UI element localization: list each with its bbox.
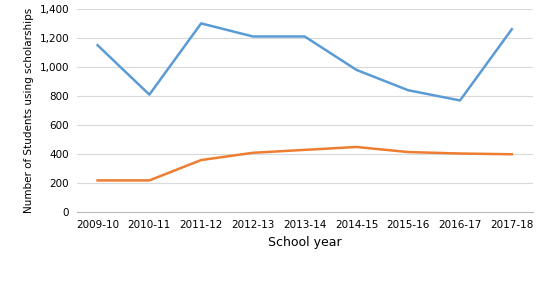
Grades K-8 — [457, 99, 463, 102]
Line: Grades 9-12: Grades 9-12 — [98, 147, 512, 181]
Grades 9-12 — [301, 148, 308, 152]
Grades K-8 — [146, 93, 153, 96]
Y-axis label: Number of Students using scholarships: Number of Students using scholarships — [24, 8, 34, 213]
Grades 9-12 — [198, 158, 204, 162]
Grades K-8 — [508, 27, 515, 31]
Grades K-8 — [353, 68, 360, 72]
Grades 9-12 — [508, 153, 515, 156]
Grades K-8 — [250, 35, 256, 38]
Grades 9-12 — [146, 179, 153, 182]
Grades K-8 — [198, 22, 204, 25]
Grades K-8 — [405, 88, 412, 92]
Grades K-8 — [301, 35, 308, 38]
Grades 9-12 — [94, 179, 101, 182]
X-axis label: School year: School year — [268, 236, 341, 249]
Grades 9-12 — [353, 145, 360, 149]
Grades 9-12 — [457, 152, 463, 155]
Line: Grades K-8: Grades K-8 — [98, 23, 512, 101]
Grades 9-12 — [405, 150, 412, 154]
Grades 9-12 — [250, 151, 256, 155]
Grades K-8 — [94, 43, 101, 47]
